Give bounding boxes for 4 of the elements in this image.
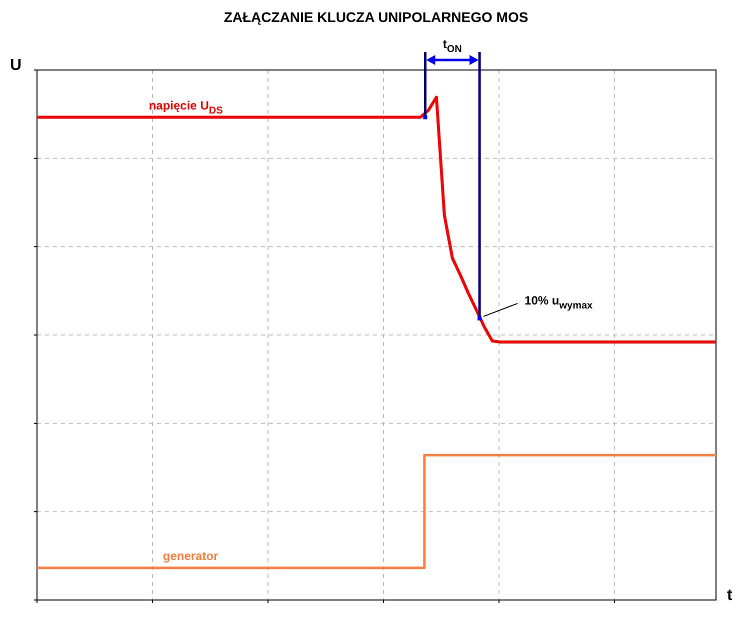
x-axis-title: t — [727, 587, 733, 604]
y-axis-title: U — [10, 57, 22, 74]
chart-title: ZAŁĄCZANIE KLUCZA UNIPOLARNEGO MOS — [224, 9, 528, 25]
series-label: generator — [162, 548, 219, 563]
